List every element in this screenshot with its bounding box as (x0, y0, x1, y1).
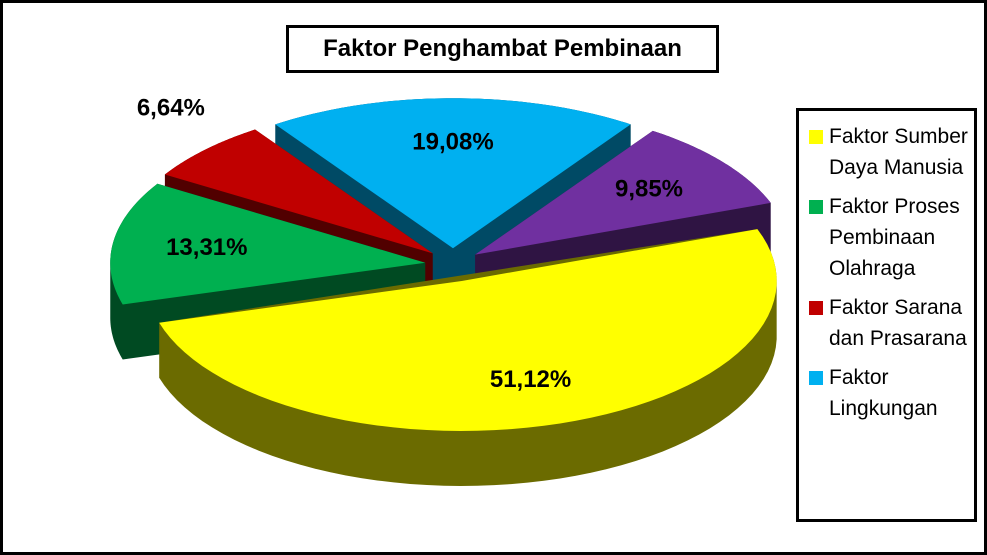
legend-entry: Faktor Proses Pembinaan Olahraga (809, 191, 974, 284)
slice (275, 98, 631, 249)
legend: Faktor Sumber Daya Manusia Faktor Proses … (796, 108, 977, 522)
data-label: 6,64% (137, 95, 205, 122)
slice (159, 229, 777, 431)
data-label: 19,08% (412, 129, 493, 156)
chart-title: Faktor Penghambat Pembinaan (286, 25, 719, 73)
legend-label: Faktor Lingkungan (829, 366, 938, 420)
legend-swatch (809, 130, 823, 144)
slice (164, 129, 433, 254)
legend-label: Faktor Sumber Daya Manusia (829, 125, 968, 179)
legend-label: Faktor Sarana dan Prasarana (829, 296, 967, 350)
legend-swatch (809, 301, 823, 315)
legend-swatch (809, 371, 823, 385)
slice (475, 130, 771, 255)
pie-area: 51,12% 13,31% 6,64% 19,08% 9,85% (110, 95, 777, 486)
legend-entry: Faktor Sarana dan Prasarana (809, 292, 974, 354)
legend-swatch (809, 200, 823, 214)
slice (110, 183, 426, 305)
data-label: 51,12% (490, 366, 571, 393)
legend-entry: Faktor Lingkungan (809, 362, 974, 424)
data-label: 13,31% (166, 234, 247, 261)
legend-label: Faktor Proses Pembinaan Olahraga (829, 195, 960, 280)
legend-entry: Faktor Sumber Daya Manusia (809, 121, 974, 183)
data-label: 9,85% (615, 175, 683, 202)
